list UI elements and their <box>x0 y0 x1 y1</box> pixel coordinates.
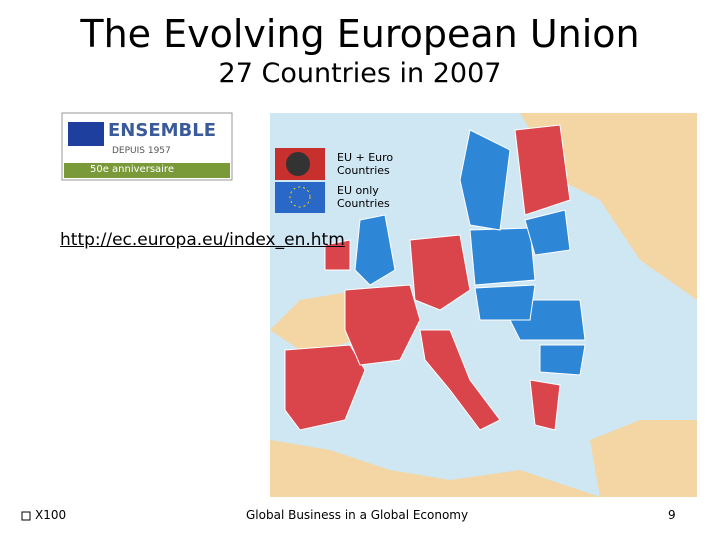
legend-eu-only: EU only Countries <box>337 184 390 210</box>
map-baltics <box>524 209 571 256</box>
bullet <box>21 511 31 521</box>
map-germany <box>409 234 471 311</box>
map-bulgaria <box>539 344 586 376</box>
logo-anniversary: 50e anniversaire <box>90 164 174 175</box>
legend-euro: EU + Euro Countries <box>337 151 394 177</box>
eu-stars <box>289 186 311 208</box>
map-finland <box>514 124 571 216</box>
map-uk <box>354 214 396 286</box>
title: The Evolving European Union <box>80 12 640 56</box>
map-iberia <box>284 344 366 431</box>
map-france <box>344 284 421 366</box>
map-africa <box>270 440 600 497</box>
footer-left: X100 <box>35 508 67 522</box>
map-central <box>474 284 536 321</box>
map-italy <box>419 329 501 431</box>
logo-since: DEPUIS 1957 <box>112 146 171 156</box>
subtitle: 27 Countries in 2007 <box>218 58 502 89</box>
logo-flag <box>68 122 104 146</box>
map-poland <box>469 227 536 286</box>
map-ireland <box>324 239 351 271</box>
footer-center: Global Business in a Global Economy <box>246 508 469 522</box>
page-number: 9 <box>668 508 676 522</box>
map-greece <box>529 379 561 431</box>
map-land-east <box>520 113 697 497</box>
link[interactable]: http://ec.europa.eu/index_en.htm <box>60 230 345 250</box>
logo-brand: ENSEMBLE <box>108 120 217 141</box>
logo-band <box>64 163 230 178</box>
euro-coin <box>286 152 310 176</box>
map-sweden <box>459 129 511 231</box>
